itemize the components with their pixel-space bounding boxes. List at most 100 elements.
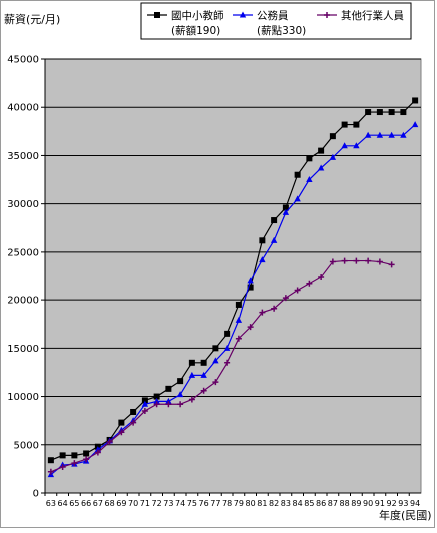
legend-label: 其他行業人員 — [341, 9, 404, 22]
data-point — [365, 109, 372, 116]
data-point — [59, 452, 66, 459]
data-point — [247, 324, 254, 331]
data-point — [306, 280, 313, 287]
data-point — [282, 204, 289, 211]
x-tick-label: 80 — [246, 499, 256, 508]
data-point — [165, 397, 172, 404]
data-point — [329, 133, 336, 140]
series-2 — [47, 121, 419, 478]
data-point — [259, 256, 266, 263]
data-point — [153, 393, 160, 400]
data-point — [412, 97, 419, 104]
x-tick-label: 81 — [257, 499, 267, 508]
data-point — [224, 359, 231, 366]
data-point — [153, 401, 160, 408]
data-point — [71, 460, 78, 467]
data-point — [318, 147, 325, 154]
data-point — [294, 287, 301, 294]
data-point — [83, 456, 90, 463]
x-tick-label: 78 — [222, 499, 232, 508]
y-tick-label: 10000 — [7, 392, 39, 403]
y-tick-label: 30000 — [7, 199, 39, 210]
data-point — [294, 195, 301, 202]
data-point — [239, 11, 247, 18]
data-point — [318, 273, 325, 280]
data-point — [247, 277, 254, 284]
x-tick-label: 71 — [140, 499, 150, 508]
x-tick-label: 67 — [93, 499, 103, 508]
data-point — [141, 408, 148, 415]
data-point — [353, 257, 360, 264]
x-tick-label: 77 — [210, 499, 220, 508]
y-tick-label: 35000 — [7, 151, 39, 162]
data-point — [376, 131, 384, 138]
x-tick-label: 87 — [328, 499, 338, 508]
legend-entry: 公務員 (薪點330) — [233, 9, 306, 37]
data-point — [341, 121, 348, 128]
data-point — [154, 12, 160, 18]
x-tick-label: 91 — [375, 499, 385, 508]
x-tick-label: 68 — [105, 499, 115, 508]
legend-sublabel: (薪點330) — [257, 24, 306, 37]
series-1 — [47, 97, 419, 464]
x-tick-label: 93 — [398, 499, 408, 508]
y-tick-label: 40000 — [7, 103, 39, 114]
x-tick-label: 69 — [116, 499, 126, 508]
x-tick-label: 92 — [387, 499, 397, 508]
data-point — [317, 164, 325, 171]
data-point — [212, 357, 219, 364]
data-point — [341, 142, 348, 149]
plot-area: 0 5000 10000 15000 20000 25000 30000 35000 40000… — [7, 55, 422, 508]
data-point — [388, 261, 395, 268]
data-point — [165, 385, 172, 392]
data-point — [400, 109, 407, 116]
data-point — [324, 12, 330, 18]
x-tick-label: 64 — [58, 499, 68, 508]
data-point — [188, 396, 195, 403]
data-point — [235, 335, 242, 342]
legend-label: 國中小教師 — [171, 9, 224, 22]
data-point — [94, 449, 101, 456]
data-point — [353, 121, 360, 128]
x-tick-label: 70 — [128, 499, 138, 508]
data-point — [235, 301, 242, 308]
x-tick-label: 74 — [175, 499, 185, 508]
legend: 國中小教師 (薪額190) 公務員 (薪點330) 其他行業人員 — [140, 2, 412, 40]
data-point — [118, 429, 125, 436]
x-tick-label: 63 — [46, 499, 56, 508]
data-point — [376, 109, 383, 116]
data-point — [388, 131, 395, 138]
x-tick-label: 84 — [293, 499, 303, 508]
x-tick-label: 76 — [199, 499, 209, 508]
data-point — [247, 284, 254, 291]
plot-background — [44, 58, 422, 494]
x-tick-label: 85 — [304, 499, 314, 508]
data-point — [200, 371, 207, 378]
data-point — [106, 438, 113, 445]
data-point — [376, 258, 383, 265]
data-point — [130, 408, 137, 415]
x-tick-label: 82 — [269, 499, 279, 508]
data-point — [341, 257, 348, 264]
data-point — [353, 142, 360, 149]
series-line — [50, 124, 416, 476]
data-point — [388, 109, 395, 116]
x-tick-label: 88 — [340, 499, 350, 508]
data-point — [329, 153, 337, 160]
data-point — [411, 121, 419, 128]
data-point — [200, 387, 207, 394]
data-point — [364, 131, 372, 138]
x-axis-label: 年度(民國) — [379, 508, 432, 522]
data-point — [365, 257, 372, 264]
data-point — [141, 397, 148, 404]
data-point — [282, 208, 290, 215]
y-tick-label: 0 — [33, 489, 39, 500]
data-point — [306, 155, 313, 162]
legend-entry: 國中小教師 (薪額190) — [147, 9, 224, 37]
x-tick-label: 94 — [410, 499, 420, 508]
legend-sublabel: (薪額190) — [171, 24, 220, 37]
data-point — [212, 345, 219, 352]
data-point — [400, 131, 407, 138]
